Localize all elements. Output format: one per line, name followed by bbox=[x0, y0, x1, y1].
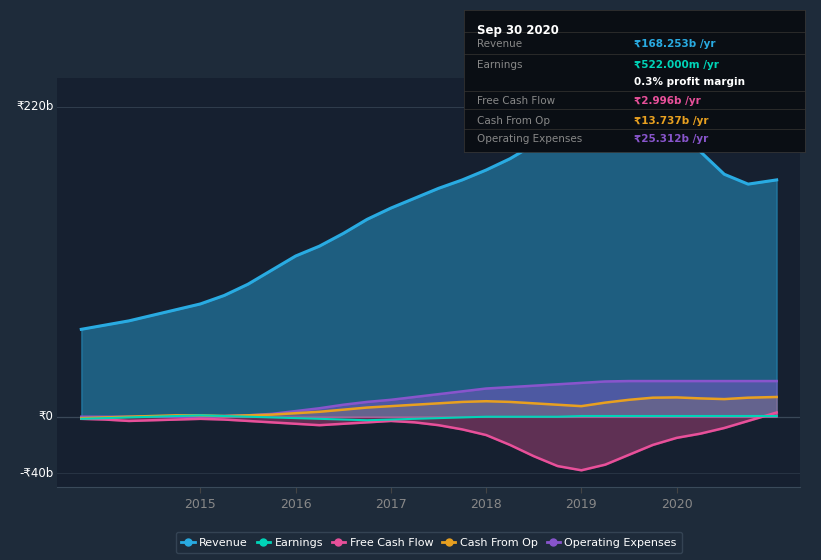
Text: ₹0: ₹0 bbox=[39, 410, 53, 423]
Text: Sep 30 2020: Sep 30 2020 bbox=[478, 24, 559, 37]
Text: -₹40b: -₹40b bbox=[20, 466, 53, 479]
Text: ₹168.253b /yr: ₹168.253b /yr bbox=[635, 39, 716, 49]
Text: ₹2.996b /yr: ₹2.996b /yr bbox=[635, 96, 701, 106]
Text: Cash From Op: Cash From Op bbox=[478, 116, 551, 126]
Text: ₹220b: ₹220b bbox=[16, 100, 53, 113]
Text: ₹13.737b /yr: ₹13.737b /yr bbox=[635, 116, 709, 126]
Text: Earnings: Earnings bbox=[478, 60, 523, 70]
Legend: Revenue, Earnings, Free Cash Flow, Cash From Op, Operating Expenses: Revenue, Earnings, Free Cash Flow, Cash … bbox=[176, 532, 682, 553]
Text: Free Cash Flow: Free Cash Flow bbox=[478, 96, 556, 106]
Text: ₹522.000m /yr: ₹522.000m /yr bbox=[635, 60, 719, 70]
Text: Operating Expenses: Operating Expenses bbox=[478, 134, 583, 144]
Text: ₹25.312b /yr: ₹25.312b /yr bbox=[635, 134, 709, 144]
Text: 0.3% profit margin: 0.3% profit margin bbox=[635, 77, 745, 87]
Text: Revenue: Revenue bbox=[478, 39, 523, 49]
